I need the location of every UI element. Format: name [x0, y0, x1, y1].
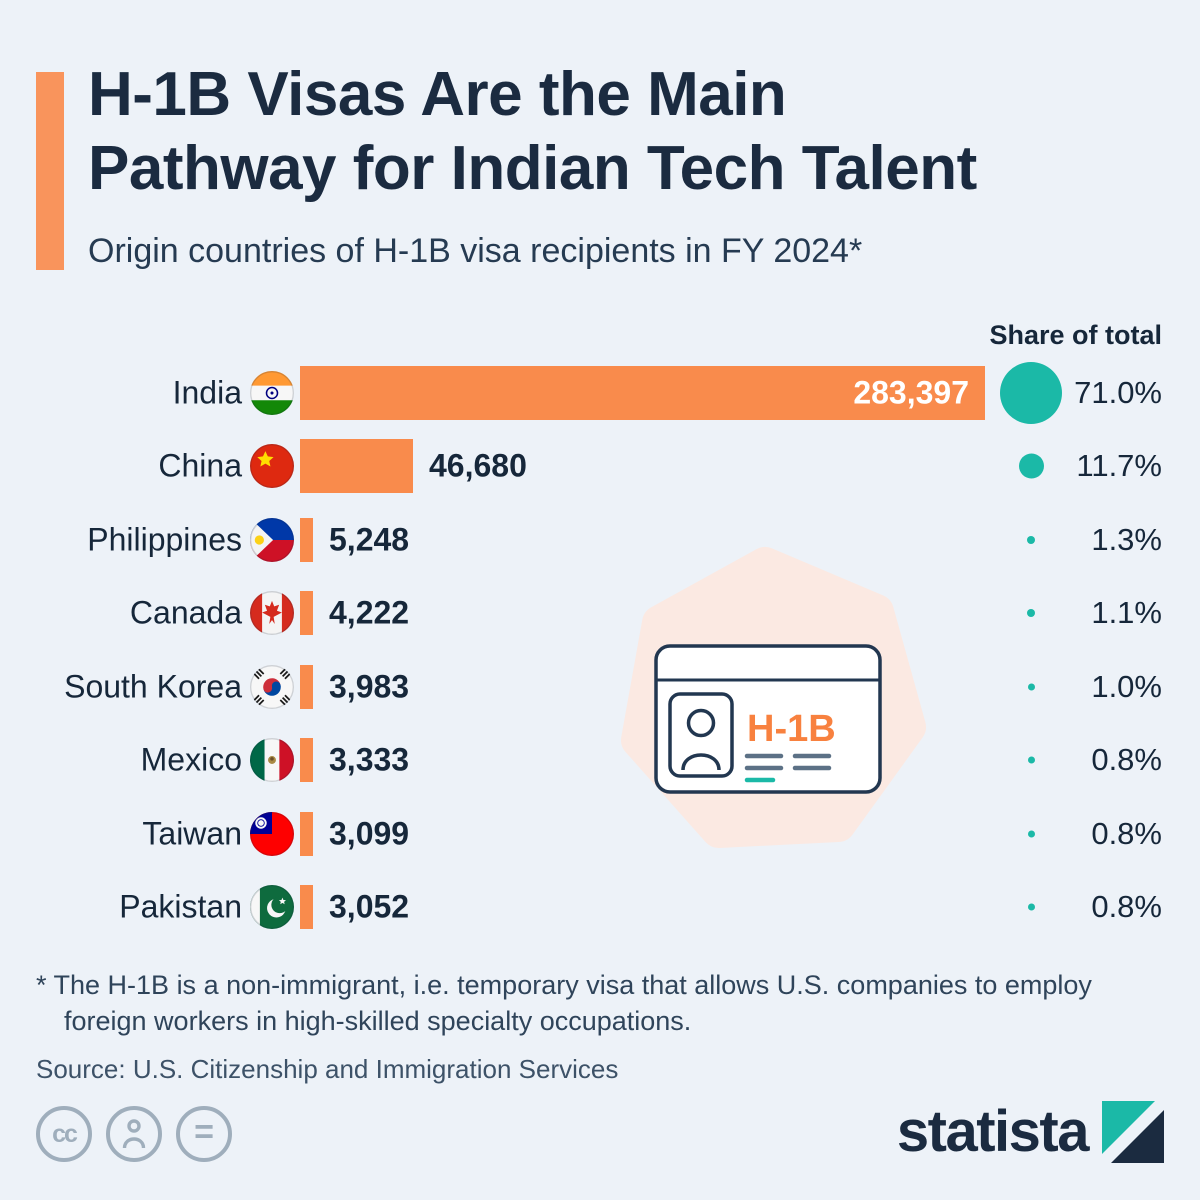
flag-china-icon [250, 444, 294, 489]
country-label: South Korea [64, 668, 242, 705]
country-label: India [172, 374, 242, 411]
license-badges: cc = [36, 1106, 232, 1162]
footnote-line-1: * The H-1B is a non-immigrant, i.e. temp… [36, 970, 1092, 1000]
share-dot [1018, 453, 1044, 479]
chart-subtitle: Origin countries of H-1B visa recipients… [88, 232, 863, 270]
chart-row-taiwan: Taiwan 3,099 0.8% [0, 797, 1200, 871]
equals-glyph: = [194, 1112, 214, 1151]
source-line: Source: U.S. Citizenship and Immigration… [36, 1054, 619, 1084]
value-bar [300, 885, 313, 930]
value-label: 5,248 [329, 521, 410, 558]
share-label: 0.8% [1091, 742, 1162, 778]
value-label: 3,052 [329, 888, 410, 925]
chart-row-mexico: Mexico 3,333 0.8% [0, 724, 1200, 798]
value-label: 3,333 [329, 741, 410, 778]
value-bar [300, 738, 313, 783]
value-bar [300, 664, 313, 709]
creative-commons-icon: cc [36, 1106, 92, 1162]
statista-wordmark: statista [896, 1099, 1090, 1164]
share-dot [1027, 903, 1035, 911]
country-label: Canada [129, 594, 242, 631]
flag-pakistan-icon [250, 885, 294, 930]
share-label: 71.0% [1074, 374, 1162, 410]
chart-row-south-korea: South Korea 3,983 1.0% [0, 650, 1200, 724]
value-label: 3,099 [329, 815, 410, 852]
page-title: H-1B Visas Are the Main Pathway for Indi… [88, 58, 977, 206]
share-label: 11.7% [1076, 448, 1162, 484]
share-of-total-header: Share of total [989, 320, 1162, 350]
statista-logo-mark [1102, 1100, 1164, 1163]
share-dot [1027, 683, 1035, 691]
chart-row-pakistan: Pakistan 3,052 0.8% [0, 871, 1200, 945]
chart-row-canada: Canada 4,222 1.1% [0, 577, 1200, 651]
share-dot [1000, 361, 1062, 424]
share-dot [1027, 609, 1035, 618]
no-derivatives-icon: = [176, 1106, 232, 1162]
chart-row-philippines: Philippines 5,248 1.3% [0, 503, 1200, 577]
value-label: 46,680 [429, 447, 527, 484]
h1b-badge-text: H-1B [747, 708, 836, 750]
photo-frame [668, 692, 734, 778]
footnote-line-2: foreign workers in high-skilled specialt… [64, 1006, 692, 1036]
share-label: 0.8% [1091, 815, 1162, 851]
cc-glyph: cc [52, 1119, 78, 1148]
flag-south-korea-icon [250, 664, 294, 709]
value-bar [300, 811, 313, 856]
value-bar [300, 517, 313, 562]
flag-canada-icon [250, 591, 294, 636]
share-label: 0.8% [1091, 889, 1162, 925]
chart-row-china: China 46,680 11.7% [0, 430, 1200, 504]
chart-row-india: India 283,397 71.0% [0, 356, 1200, 430]
country-label: Pakistan [119, 888, 242, 925]
share-label: 1.3% [1091, 521, 1162, 557]
share-label: 1.0% [1091, 668, 1162, 704]
share-dot [1027, 535, 1035, 544]
value-label: 283,397 [853, 374, 969, 411]
share-label: 1.1% [1091, 595, 1162, 631]
attribution-icon [106, 1106, 162, 1162]
share-dot [1027, 830, 1035, 838]
statista-logo: statista [897, 1098, 1164, 1165]
flag-philippines-icon [250, 517, 294, 562]
title-accent-bar [36, 72, 64, 270]
value-bar [300, 439, 413, 494]
title-line-2: Pathway for Indian Tech Talent [88, 134, 977, 203]
title-line-1: H-1B Visas Are the Main [88, 60, 787, 129]
country-label: Philippines [87, 521, 242, 558]
value-bar [300, 591, 313, 636]
bar-chart: India 283,397 71.0% China 46,680 11.7% Philipp… [0, 356, 1200, 946]
share-dot [1027, 756, 1035, 764]
h1b-visa-card-illustration: H-1B [654, 644, 882, 794]
country-label: China [158, 447, 242, 484]
person-icon [686, 708, 716, 738]
flag-india-icon [250, 370, 294, 415]
country-label: Taiwan [142, 815, 242, 852]
value-label: 3,983 [329, 668, 410, 705]
country-label: Mexico [140, 741, 242, 778]
flag-taiwan-icon [250, 811, 294, 856]
value-label: 4,222 [329, 594, 410, 631]
flag-mexico-icon [250, 738, 294, 783]
value-bar: 283,397 [300, 365, 985, 420]
